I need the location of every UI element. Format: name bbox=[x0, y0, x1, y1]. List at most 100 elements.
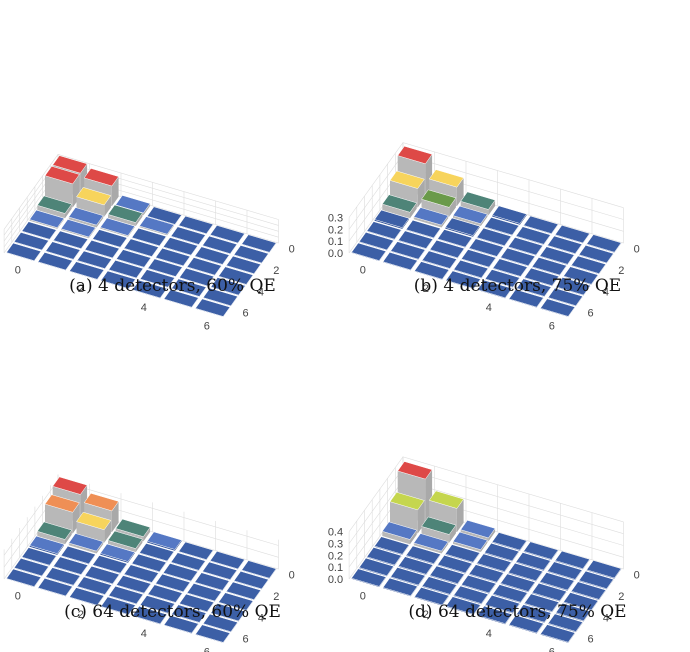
bar bbox=[209, 551, 246, 570]
x-tick-label: 6 bbox=[549, 320, 555, 332]
x-tick-label: 4 bbox=[141, 302, 147, 314]
bar bbox=[421, 576, 458, 595]
y-tick-label: 4 bbox=[603, 286, 609, 298]
bar bbox=[452, 205, 488, 227]
y-tick-label: 6 bbox=[587, 634, 593, 646]
bar bbox=[507, 562, 544, 582]
bar bbox=[547, 561, 583, 580]
bar bbox=[381, 521, 418, 545]
bar bbox=[460, 249, 497, 268]
bar3d-chart-a: 0.000.050.100.150.2002460246 bbox=[3, 154, 295, 332]
bar bbox=[218, 266, 254, 285]
bar bbox=[115, 249, 152, 268]
bar bbox=[414, 587, 450, 606]
bar bbox=[563, 592, 599, 611]
bar bbox=[366, 547, 402, 566]
bar bbox=[413, 207, 449, 228]
bar bbox=[539, 572, 575, 591]
x-tick-label: 4 bbox=[141, 628, 147, 640]
bar bbox=[147, 584, 183, 603]
bar bbox=[92, 555, 128, 574]
bar bbox=[178, 267, 215, 287]
bar bbox=[421, 189, 457, 217]
z-tick-label: 0.1 bbox=[328, 236, 343, 248]
bar bbox=[21, 221, 57, 240]
bar bbox=[508, 289, 544, 308]
bar bbox=[429, 565, 465, 585]
bar bbox=[241, 560, 277, 579]
z-tick-label: 0.1 bbox=[328, 562, 343, 574]
bar bbox=[523, 215, 559, 234]
bar bbox=[351, 568, 387, 587]
bar bbox=[115, 575, 152, 594]
chart-panel-d: 0.00.10.20.30.402460246 (d) 64 detectors… bbox=[328, 326, 690, 652]
bar bbox=[155, 573, 191, 593]
bar bbox=[123, 564, 159, 583]
bar bbox=[586, 234, 622, 253]
x-tick-label: 2 bbox=[78, 283, 84, 295]
bar bbox=[523, 593, 560, 613]
bar bbox=[146, 531, 183, 551]
x-tick-label: 2 bbox=[423, 283, 429, 295]
bar bbox=[210, 277, 246, 296]
bar bbox=[36, 521, 73, 545]
bar bbox=[578, 245, 614, 264]
z-tick-label: 0.2 bbox=[328, 224, 343, 236]
y-tick-label: 6 bbox=[587, 308, 593, 320]
bar bbox=[92, 229, 128, 248]
bar bbox=[29, 209, 65, 229]
bar bbox=[29, 535, 65, 555]
bar bbox=[547, 613, 584, 633]
bar bbox=[99, 217, 136, 237]
y-tick-label: 0 bbox=[289, 569, 295, 581]
bar bbox=[452, 531, 488, 553]
bar bbox=[178, 215, 214, 234]
bar bbox=[171, 278, 207, 297]
y-tick-label: 6 bbox=[242, 634, 248, 646]
x-tick-label: 2 bbox=[423, 609, 429, 621]
bar bbox=[414, 261, 450, 280]
bar bbox=[76, 576, 113, 595]
z-tick-label: 0.0 bbox=[328, 248, 343, 260]
bar bbox=[468, 238, 504, 257]
bar bbox=[225, 581, 262, 600]
bar bbox=[382, 577, 418, 597]
bar bbox=[225, 255, 262, 274]
bar bbox=[37, 578, 73, 597]
y-tick-label: 0 bbox=[634, 569, 640, 581]
bar bbox=[539, 246, 575, 265]
bar bbox=[108, 260, 144, 279]
bar bbox=[6, 242, 42, 261]
bar bbox=[555, 277, 591, 296]
bar bbox=[6, 568, 42, 587]
bar bbox=[233, 245, 269, 264]
bar bbox=[421, 250, 458, 269]
bar bbox=[570, 581, 607, 600]
bar bbox=[13, 232, 50, 251]
z-tick-label: 0.3 bbox=[328, 213, 343, 225]
y-tick-label: 0 bbox=[634, 243, 640, 255]
bar bbox=[69, 261, 105, 280]
bar bbox=[484, 269, 521, 288]
chart-caption-c: (c) 64 detectors, 60% QE bbox=[64, 602, 281, 622]
z-tick-label: 0.0 bbox=[328, 574, 343, 586]
bar bbox=[202, 561, 238, 580]
bar bbox=[107, 530, 143, 553]
bar bbox=[131, 553, 167, 573]
bar bbox=[358, 557, 395, 577]
bar bbox=[445, 270, 481, 289]
bar bbox=[374, 209, 410, 229]
bar bbox=[484, 595, 521, 614]
bar bbox=[195, 298, 231, 317]
bar bbox=[139, 216, 175, 236]
bar bbox=[195, 624, 231, 643]
y-tick-label: 0 bbox=[289, 243, 295, 255]
bar3d-chart-d: 0.00.10.20.30.402460246 bbox=[328, 456, 640, 652]
bar bbox=[437, 229, 473, 248]
bar bbox=[37, 252, 73, 271]
bar bbox=[397, 556, 434, 575]
x-tick-label: 4 bbox=[486, 628, 492, 640]
z-tick-label: 0.4 bbox=[328, 527, 343, 539]
bar bbox=[100, 270, 136, 289]
bar bbox=[139, 269, 176, 288]
